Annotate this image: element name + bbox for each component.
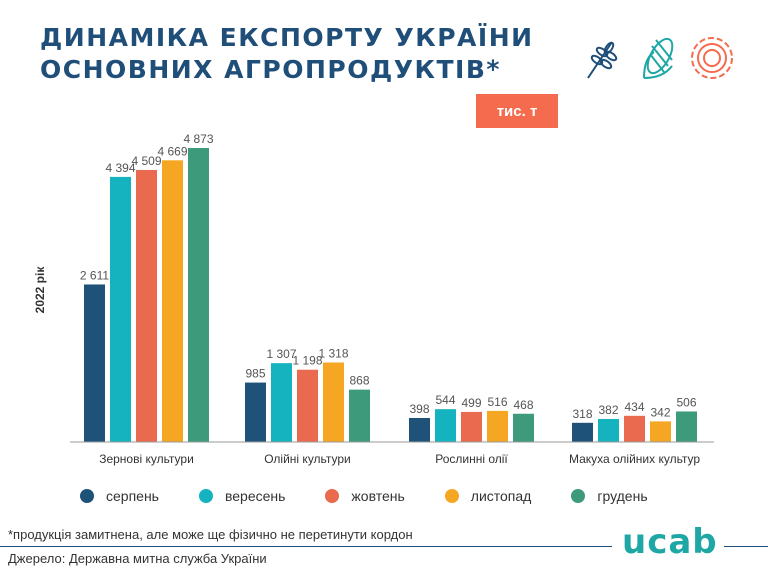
- bar-2-4: [323, 362, 344, 442]
- data-label-3-3: 499: [461, 396, 481, 410]
- legend-item-4: листопад: [444, 488, 532, 504]
- legend-swatch-5: [571, 489, 586, 503]
- data-label-2-3: 1 198: [292, 354, 322, 368]
- unit-badge: тис. т: [476, 94, 558, 128]
- data-label-3-5: 468: [513, 398, 533, 412]
- bar-1-2: [110, 176, 131, 443]
- category-label-2: Олійні культури: [264, 452, 351, 466]
- divider-right: [724, 546, 768, 547]
- page-title: Динаміка експорту України основних агроп…: [40, 22, 580, 86]
- legend-label-4: листопад: [470, 488, 532, 504]
- legend-label-5: грудень: [597, 488, 648, 504]
- ucab-logo: ucab: [622, 522, 718, 562]
- corn-icon: [643, 37, 674, 79]
- legend-swatch-3: [325, 489, 340, 503]
- crop-icons: [587, 37, 733, 79]
- bar-1-3: [136, 169, 157, 443]
- legend-swatch-1: [80, 489, 94, 503]
- data-label-3-1: 398: [409, 402, 429, 416]
- legend-item-3: жовтень: [325, 488, 405, 504]
- bar-1-5: [188, 148, 209, 442]
- category-label-3: Рослинні олії: [435, 452, 508, 466]
- legend-label-1: серпень: [106, 488, 159, 504]
- category-label-4: Макуха олійних культур: [569, 452, 700, 466]
- legend-label-3: жовтень: [351, 488, 405, 504]
- bar-4-1: [572, 422, 593, 442]
- data-label-4-5: 506: [676, 395, 696, 409]
- data-label-2-5: 868: [349, 374, 369, 388]
- legend-item-5: грудень: [571, 488, 648, 504]
- bar-4-4: [650, 421, 671, 442]
- bar-4-3: [624, 415, 645, 442]
- data-label-4-2: 382: [598, 403, 618, 417]
- divider: [0, 546, 612, 547]
- bar-3-1: [409, 417, 430, 442]
- data-label-1-5: 4 873: [183, 132, 213, 146]
- legend-swatch-2: [198, 489, 213, 503]
- title-line-2: основних агропродуктів*: [40, 55, 501, 84]
- wheat-icon: [587, 41, 618, 79]
- bar-2-1: [245, 382, 266, 442]
- data-label-4-4: 342: [650, 405, 670, 419]
- bar-4-5: [676, 411, 697, 442]
- footnote: *продукція замитнена, але може ще фізичн…: [8, 527, 413, 542]
- bar-2-2: [271, 363, 292, 442]
- bar-2-3: [297, 369, 318, 442]
- data-label-2-1: 985: [245, 367, 265, 381]
- sunflower-icon: [691, 37, 733, 79]
- data-label-3-2: 544: [435, 393, 455, 407]
- data-label-4-1: 318: [572, 407, 592, 421]
- data-label-2-4: 1 318: [318, 346, 348, 360]
- bar-1-4: [162, 160, 183, 443]
- data-label-1-4: 4 669: [157, 144, 187, 158]
- legend-label-2: вересень: [224, 488, 286, 504]
- bar-3-4: [487, 410, 508, 442]
- legend: серпень вересень жовтень листопад грудень: [80, 488, 688, 504]
- legend-swatch-4: [444, 489, 459, 503]
- data-label-4-3: 434: [624, 400, 644, 414]
- bar-4-2: [598, 418, 619, 442]
- bar-1-1: [84, 284, 105, 442]
- bar-3-3: [461, 411, 482, 442]
- data-label-1-3: 4 509: [131, 154, 161, 168]
- bar-3-2: [435, 409, 456, 442]
- source-note: Джерело: Державна митна служба України: [8, 551, 267, 566]
- data-label-1-1: 2 611: [80, 268, 109, 282]
- data-label-2-2: 1 307: [266, 347, 296, 361]
- legend-item-1: серпень: [80, 488, 159, 504]
- title-line-1: Динаміка експорту України: [40, 23, 534, 52]
- category-label-1: Зернові культури: [99, 452, 194, 466]
- legend-item-2: вересень: [198, 488, 286, 504]
- bar-2-5: [349, 389, 370, 442]
- data-label-1-2: 4 394: [105, 161, 135, 175]
- data-label-3-4: 516: [487, 395, 507, 409]
- bar-3-5: [513, 413, 534, 442]
